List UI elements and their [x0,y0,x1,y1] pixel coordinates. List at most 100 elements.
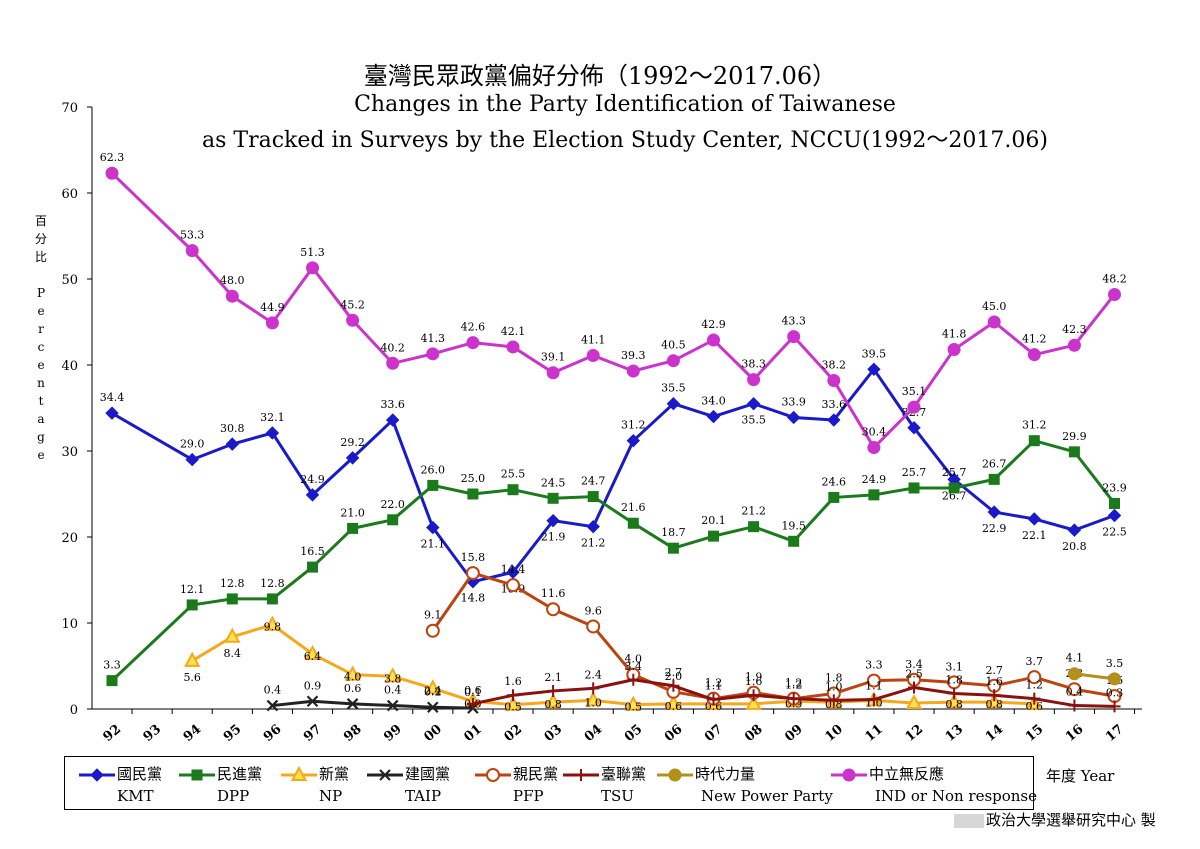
data-label-ind: 42.6 [461,321,486,334]
data-point-kmt [987,505,1001,519]
chart-title-en-line2: as Tracked in Surveys by the Election St… [202,128,1048,153]
data-point-tsu [667,679,680,692]
data-label-dpp: 3.3 [103,659,121,672]
data-label-ind: 42.1 [501,325,526,338]
data-label-kmt: 35.5 [661,382,686,395]
data-point-np [665,694,682,710]
data-point-np [344,665,361,681]
data-point-kmt [265,426,280,440]
y-tick-label: 60 [61,187,78,202]
data-label-pfp: 14.4 [501,563,526,576]
data-point-ind [747,373,761,387]
legend-swatch [179,769,215,781]
y-axis-label-char: r [38,322,44,336]
data-label-np: 0.5 [504,701,522,714]
data-point-np [945,693,963,709]
data-label-ind: 40.5 [661,339,686,352]
data-label-dpp: 21.0 [340,506,365,519]
data-point-taip [386,699,399,712]
data-point-dpp [828,491,840,503]
data-point-pfp [546,602,561,617]
data-label-np: 8.4 [224,647,242,660]
data-point-ind [225,289,239,303]
legend-marker [668,768,682,782]
data-label-dpp: 26.0 [421,463,446,476]
data-point-tsu [747,689,760,702]
y-axis-label-char: g [37,430,45,444]
data-label-tsu: 0.4 [1066,686,1084,699]
data-label-kmt: 33.9 [781,395,806,408]
legend-marker [290,765,308,781]
y-tick-label: 40 [61,359,78,374]
x-tick-label: 03 [542,722,566,745]
data-point-tsu [1028,692,1041,705]
legend-marker [379,769,391,781]
data-point-np [625,695,642,711]
x-tick-label: 02 [502,722,526,745]
legend-label-en: TSU [601,787,634,805]
data-point-np [905,693,923,709]
x-tick-label: 15 [1023,722,1047,745]
data-label-npp: 3.5 [1106,657,1124,670]
data-label-taip: 0.6 [344,682,362,695]
data-point-np [585,691,602,707]
data-point-kmt [786,410,801,425]
data-label-ind: 48.0 [220,274,245,287]
data-point-dpp [908,482,920,494]
data-point-dpp [307,561,318,573]
data-point-tsu [587,682,600,695]
data-label-tsu: 1.1 [865,680,883,693]
data-label-np: 0.8 [985,698,1003,711]
data-label-dpp: 16.5 [300,545,325,558]
data-point-dpp [387,514,399,526]
data-point-kmt [385,413,400,427]
data-label-taip: 0.4 [384,684,402,697]
series-pfp [425,566,1122,706]
legend-label-zh: 民進黨 [217,765,263,783]
data-label-dpp: 24.6 [822,475,847,488]
data-point-kmt [666,396,681,411]
data-label-tsu: 1.8 [945,674,963,687]
y-axis-label-char: e [37,304,45,318]
data-label-dpp: 20.1 [701,514,726,527]
data-point-tsu [867,693,880,706]
data-label-ind: 38.3 [741,358,766,371]
data-label-tsu: 2.1 [544,671,562,684]
data-point-kmt [1067,523,1082,537]
data-label-np: 0.8 [945,698,963,711]
data-point-kmt [626,433,641,448]
legend-swatch [79,768,115,782]
data-point-pfp [1027,670,1042,685]
data-label-ind: 42.3 [1062,323,1087,336]
legend-label-zh: 國民黨 [117,765,163,783]
data-point-tsu [948,687,961,700]
legend-label-en: New Power Party [701,787,833,805]
x-tick-label: 01 [461,722,485,745]
data-label-kmt: 21.9 [541,531,566,544]
data-point-dpp [1028,435,1040,447]
data-label-pfp: 1.9 [745,671,763,684]
y-axis-label-char: P [36,286,46,300]
data-point-tsu [466,697,479,710]
x-tick-label: 05 [622,722,646,745]
y-axis-label-char: e [37,448,45,462]
data-point-kmt [746,396,761,411]
data-label-kmt: 31.2 [621,419,646,432]
data-label-np: 9.8 [264,621,282,634]
data-point-dpp [667,542,679,554]
redacted-text [954,814,984,828]
x-tick-label: 93 [141,722,165,745]
x-tick-label: 00 [421,722,445,745]
data-point-kmt [225,437,240,451]
x-tick-label: 07 [702,722,726,745]
data-label-tsu: 1.0 [825,680,843,693]
data-label-tsu: 1.6 [745,675,763,688]
data-label-np: 5.6 [183,671,201,684]
data-label-tsu: 2.4 [584,668,602,681]
data-point-kmt [586,519,600,534]
data-label-dpp: 12.1 [180,583,205,596]
series-kmt [105,362,1122,589]
data-point-np [424,679,441,695]
data-point-dpp [1068,446,1080,458]
